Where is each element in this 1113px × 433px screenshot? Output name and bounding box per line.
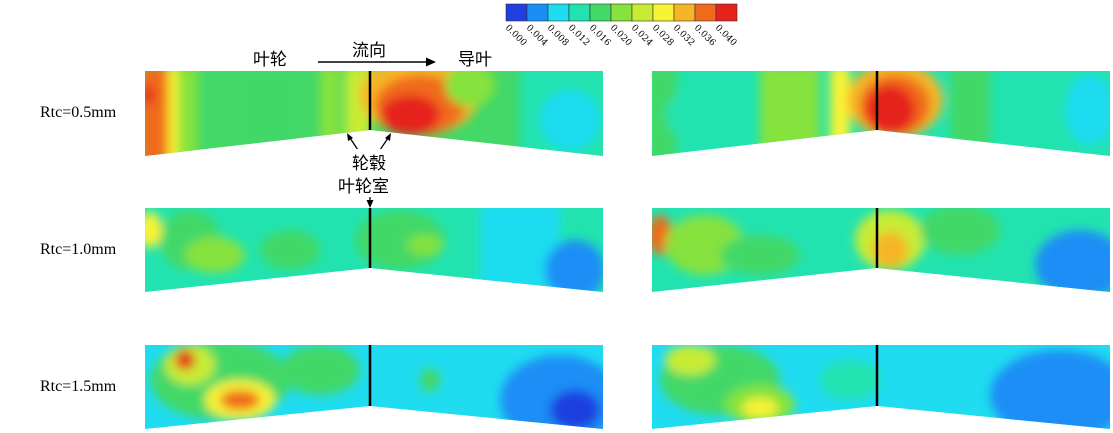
guide-vane-label: 导叶 xyxy=(458,50,492,70)
panel-r2-right xyxy=(652,208,1110,292)
flow-direction-label: 流向 xyxy=(352,41,386,61)
hub-label: 轮毂 xyxy=(352,149,386,174)
panel-r2-left xyxy=(145,208,603,292)
row-label-2: Rtc=1.0mm xyxy=(40,241,117,258)
panel-r1-right xyxy=(652,71,1110,156)
row-label-1: Rtc=0.5mm xyxy=(40,104,117,121)
panel-r3-right xyxy=(652,345,1110,429)
panel-r3-left xyxy=(145,345,603,429)
row-label-3: Rtc=1.5mm xyxy=(40,378,117,395)
impeller-label: 叶轮 xyxy=(253,50,287,70)
panel-r1-left xyxy=(145,71,603,156)
impeller-chamber-label: 叶轮室 xyxy=(338,172,389,197)
colorbar-cell xyxy=(715,3,738,22)
annotation-arrows xyxy=(347,133,391,208)
